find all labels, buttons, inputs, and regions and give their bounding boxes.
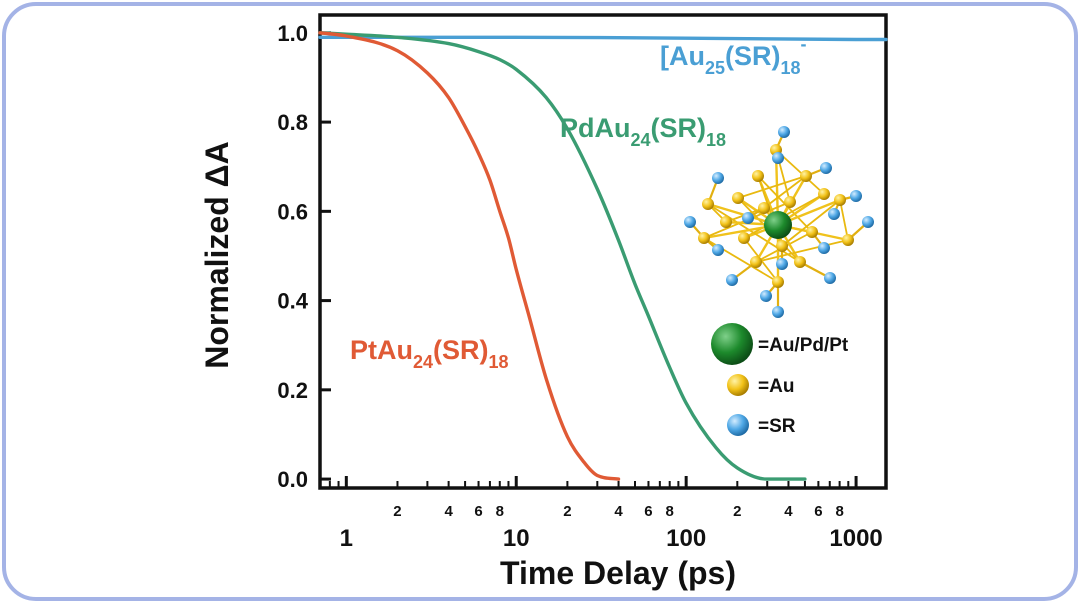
y-tick-label: 0.6 xyxy=(277,199,308,224)
x-tick-label: 1000 xyxy=(829,525,882,552)
cluster-sr-atom xyxy=(824,272,836,284)
cluster-structure-illustration xyxy=(684,126,874,318)
cluster-sr-atom xyxy=(712,244,724,256)
cluster-bond xyxy=(839,199,849,241)
cluster-au-atom xyxy=(834,194,846,206)
x-tick-label: 100 xyxy=(666,525,706,552)
x-minor-tick-label: 6 xyxy=(644,503,652,520)
y-axis: 0.0 0.2 0.4 0.6 0.8 1.0 xyxy=(277,21,331,492)
cluster-au-atom xyxy=(752,170,764,182)
cluster-au-atom xyxy=(794,256,806,268)
x-minor-tick-label: 2 xyxy=(563,503,571,520)
x-axis-label: Time Delay (ps) xyxy=(500,555,736,591)
x-minor-tick-label: 4 xyxy=(614,503,623,520)
x-tick-label: 1 xyxy=(340,525,353,552)
cluster-bond xyxy=(775,149,825,195)
cluster-sr-atom xyxy=(772,152,784,164)
x-tick-label: 10 xyxy=(503,525,530,552)
cluster-sr-atom xyxy=(778,126,790,138)
series-layer xyxy=(318,31,888,481)
legend-au-label: =Au xyxy=(758,376,794,397)
structure-legend: =Au/Pd/Pt =Au =SR xyxy=(711,323,849,437)
legend-au-pd-pt-swatch xyxy=(711,323,753,365)
cluster-au-atom xyxy=(772,276,784,288)
cluster-sr-atom xyxy=(712,172,724,184)
cluster-au-atom xyxy=(758,202,770,214)
legend-au-pd-pt-label: =Au/Pd/Pt xyxy=(758,335,849,356)
y-tick-label: 0.2 xyxy=(277,378,308,403)
cluster-bond xyxy=(763,175,807,209)
cluster-center-atom xyxy=(764,211,792,239)
cluster-sr-atom xyxy=(828,208,840,220)
x-minor-tick-label: 6 xyxy=(474,503,482,520)
legend-sr-swatch xyxy=(727,414,749,436)
cluster-au-atom xyxy=(784,196,796,208)
cluster-au-atom xyxy=(702,198,714,210)
cluster-bond xyxy=(755,239,849,263)
cluster-au-atom xyxy=(776,240,788,252)
y-tick-label: 1.0 xyxy=(277,21,308,46)
cluster-au-atom xyxy=(698,232,710,244)
x-minor-tick-label: 4 xyxy=(444,503,453,520)
cluster-au-atom xyxy=(800,170,812,182)
cluster-sr-atom xyxy=(820,162,832,174)
cluster-sr-atom xyxy=(742,212,754,224)
y-tick-label: 0.4 xyxy=(277,289,308,314)
cluster-sr-atom xyxy=(726,274,738,286)
x-minor-tick-label: 2 xyxy=(733,503,741,520)
cluster-sr-atom xyxy=(684,216,696,228)
x-minor-tick-label: 8 xyxy=(496,503,504,520)
plot-border xyxy=(318,13,888,490)
cluster-bond xyxy=(707,203,801,263)
cluster-bond xyxy=(737,175,807,199)
x-minor-tick-label: 2 xyxy=(393,503,401,520)
cluster-au-atom xyxy=(750,256,762,268)
cluster-sr-atom xyxy=(862,216,874,228)
x-minor-tick-label: 4 xyxy=(784,503,793,520)
x-minor-tick-label: 6 xyxy=(814,503,822,520)
cluster-sr-atom xyxy=(850,190,862,202)
cluster-au-atom xyxy=(806,226,818,238)
y-tick-label: 0.0 xyxy=(277,467,308,492)
cluster-au-atom xyxy=(732,192,744,204)
cluster-au-atom xyxy=(842,234,854,246)
cluster-au-atom xyxy=(720,216,732,228)
series-au25-label: [Au25(SR)18- xyxy=(660,34,807,78)
cluster-sr-atom xyxy=(760,290,772,302)
series-labels: [Au25(SR)18- PdAu24(SR)18 PtAu24(SR)18 xyxy=(350,34,807,372)
legend-au-swatch xyxy=(727,374,749,396)
series-ptau24-label: PtAu24(SR)18 xyxy=(350,335,509,372)
cluster-bond xyxy=(781,199,841,247)
y-tick-label: 0.8 xyxy=(277,110,308,135)
series-pdau24-line xyxy=(318,31,807,481)
series-ptau24-line xyxy=(318,31,621,481)
legend-sr-label: =SR xyxy=(758,416,796,437)
cluster-sr-atom xyxy=(818,242,830,254)
cluster-au-atom xyxy=(818,188,830,200)
x-minor-tick-label: 8 xyxy=(666,503,674,520)
x-minor-tick-label: 8 xyxy=(835,503,843,520)
y-axis-label: Normalized ΔA xyxy=(199,141,235,368)
series-pdau24-label: PdAu24(SR)18 xyxy=(560,113,726,150)
cluster-sr-atom xyxy=(772,306,784,318)
cluster-au-atom xyxy=(738,232,750,244)
cluster-sr-atom xyxy=(776,258,788,270)
